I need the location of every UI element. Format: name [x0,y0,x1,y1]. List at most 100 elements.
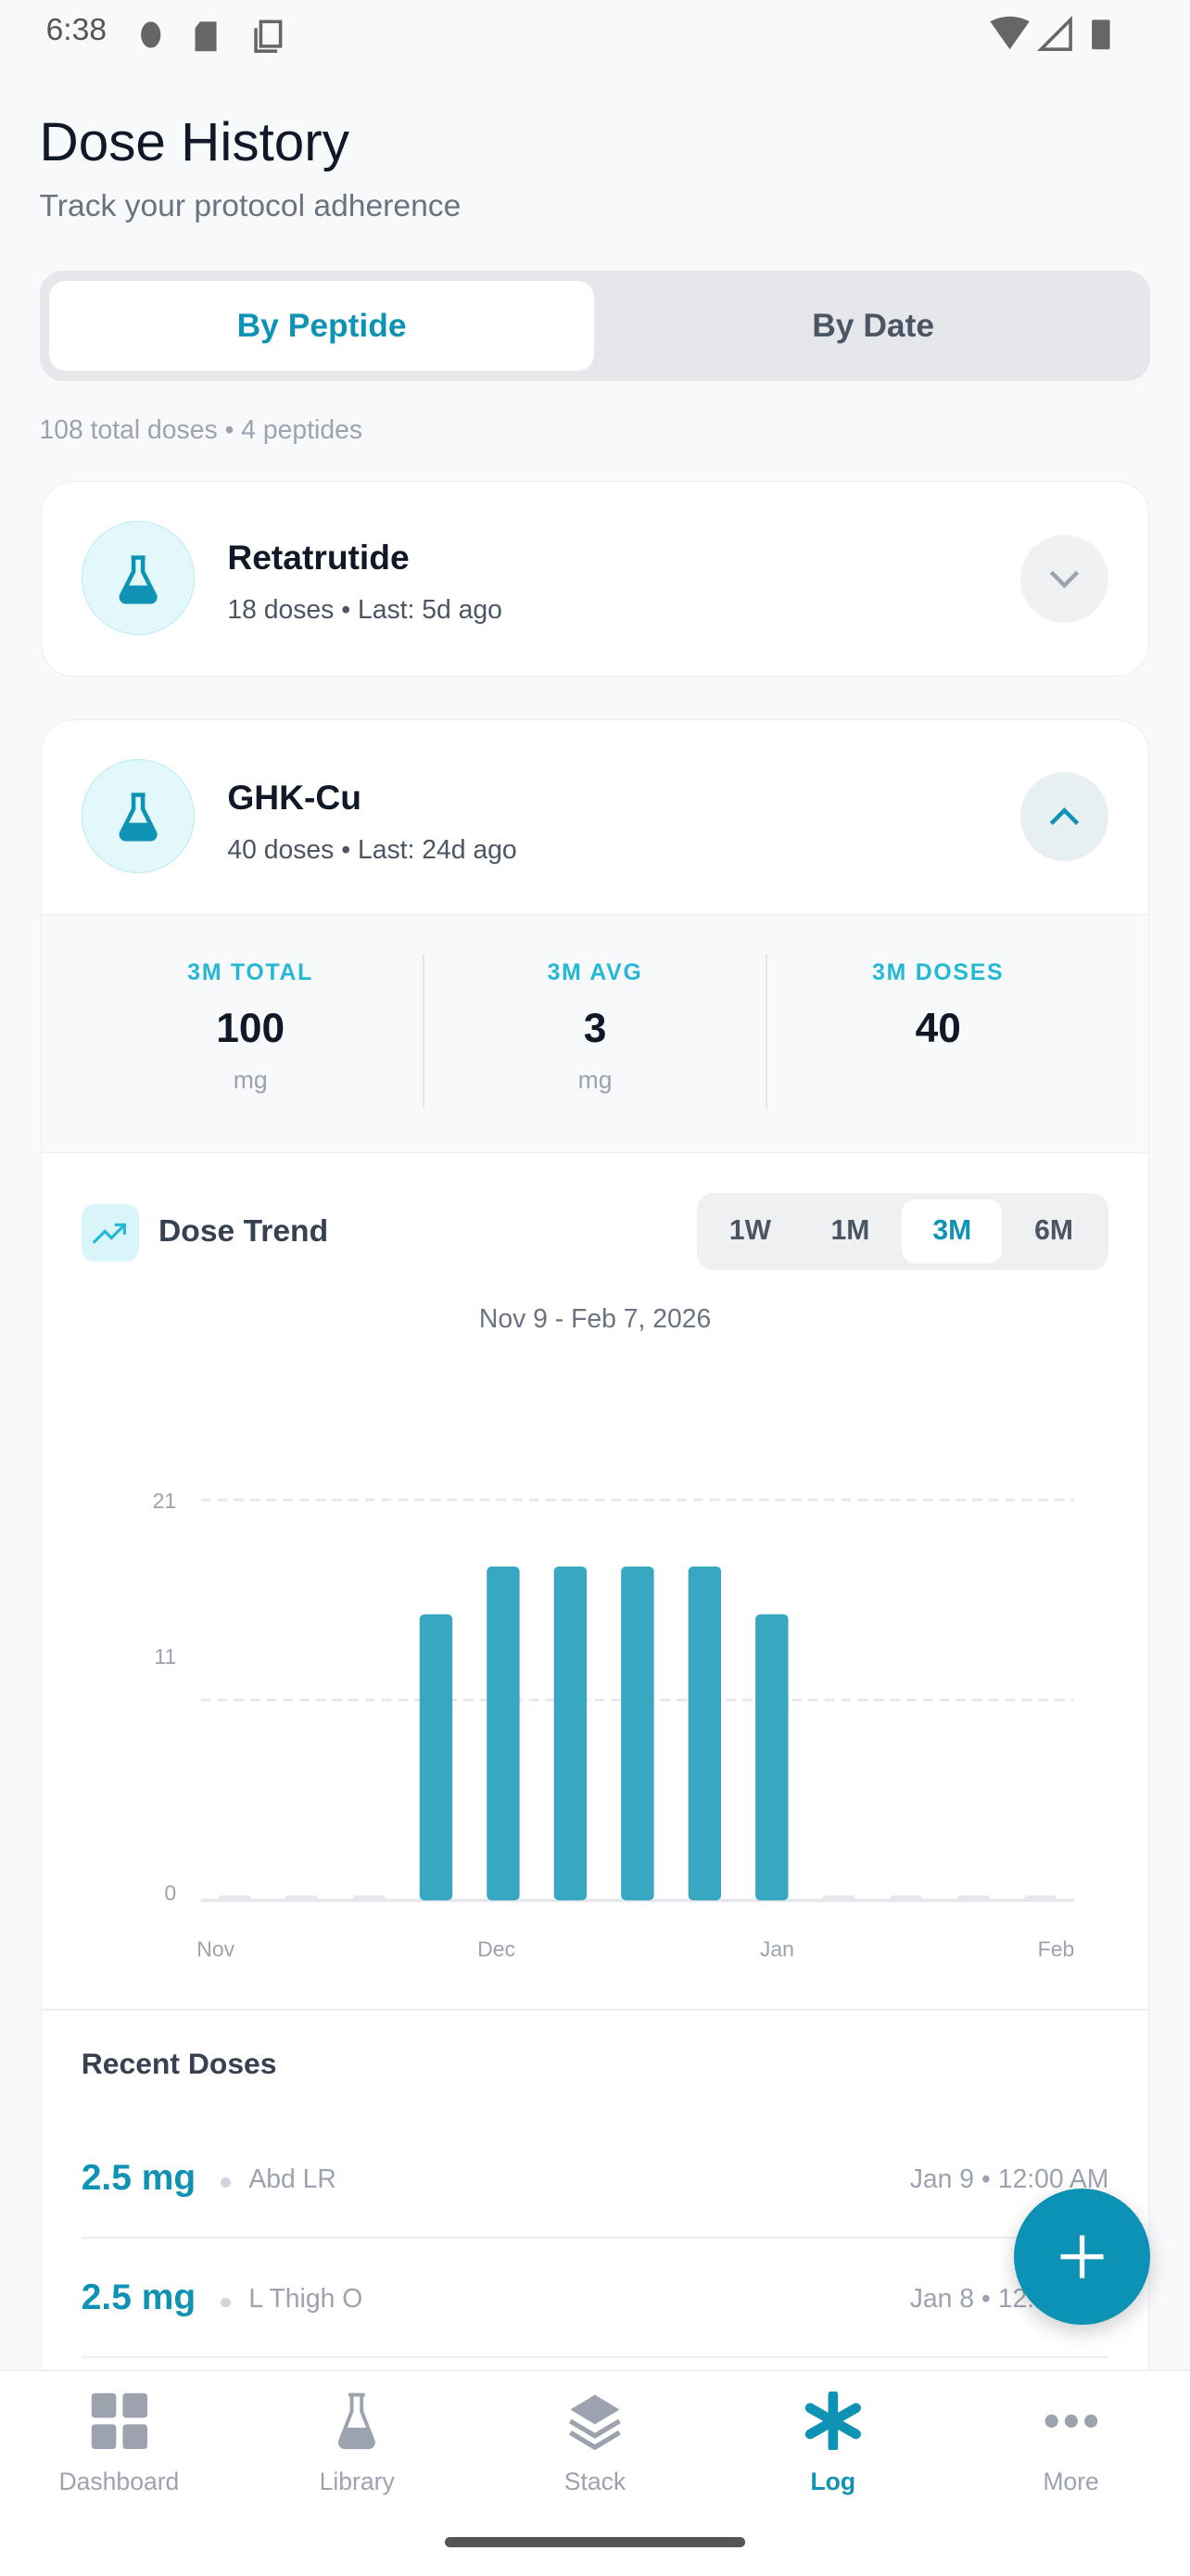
recent-doses-title: Recent Doses [81,2046,277,2080]
chart-bar[interactable] [822,1895,856,1901]
chart-bar[interactable] [621,1566,654,1901]
nav-label: Library [319,2467,395,2495]
chart-bar[interactable] [890,1895,923,1901]
y-tick-label: 21 [153,1489,177,1513]
x-tick-label: Nov [197,1936,235,1961]
chevron-down-icon [1049,570,1080,589]
dose-row[interactable]: 2.5 mg L Thigh O Jan 8 • 12:00 AM [42,2239,1148,2359]
peptide-name: GHK-Cu [227,777,361,817]
status-right-icons [989,15,1110,51]
x-tick-label: Jan [760,1936,794,1961]
chart-bar[interactable] [688,1566,722,1901]
chevron-up-icon [1049,806,1080,825]
stat-unit: mg [577,1065,613,1094]
peptide-card-ghk-cu: GHK-Cu 40 doses • Last: 24d ago 3M TOTAL… [41,718,1149,2526]
range-6m[interactable]: 6M [1034,1215,1073,1247]
chart-bar[interactable] [285,1895,319,1901]
expand-button[interactable] [1019,534,1109,624]
tab-by-peptide[interactable]: By Peptide [49,280,595,372]
status-time: 6:38 [45,13,108,48]
range-selector: 1W 1M 3M 6M [696,1192,1109,1270]
stat-value: 100 [216,1006,285,1052]
dose-summary: 108 total doses • 4 peptides [39,415,363,446]
tab-by-date[interactable]: By Date [812,307,935,345]
stat-label: 3M DOSES [872,960,1005,986]
battery-icon [1091,19,1110,50]
stat-avg: 3M AVG 3 mg [423,915,767,1095]
nav-library[interactable]: Library [238,2392,476,2496]
signal-icon [1036,15,1072,51]
chart-bar[interactable] [553,1566,588,1901]
peptide-meta: 18 doses • Last: 5d ago [227,595,502,626]
range-3m[interactable]: 3M [902,1199,1003,1263]
separator-dot [221,2297,231,2308]
chart-bar[interactable] [755,1614,789,1901]
stat-doses: 3M DOSES 40 [766,915,1110,1053]
peptide-name: Retatrutide [227,538,410,577]
nav-label: More [1043,2467,1099,2495]
copy-icon [254,19,283,53]
divider [42,2008,1148,2011]
x-tick-label: Feb [1038,1936,1075,1961]
flask-icon [338,2392,376,2449]
nav-label: Log [810,2467,856,2495]
plus-icon [1060,2235,1104,2278]
chart-bar[interactable] [487,1566,520,1901]
chart-bar[interactable] [1024,1895,1057,1901]
chart-bar[interactable] [420,1614,453,1901]
dose-trend-chart: 21 11 0 Nov Dec Jan Feb [153,1489,1075,1961]
nav-dashboard[interactable]: Dashboard [0,2392,238,2496]
trend-icon [81,1204,139,1263]
chart-bar[interactable] [956,1895,991,1901]
view-toggle: By Peptide By Date [39,271,1151,381]
nav-more[interactable]: More [952,2392,1190,2496]
separator-dot [221,2177,231,2188]
bottom-nav: Dashboard Library Stack Log More [0,2370,1190,2576]
nav-label: Dashboard [58,2467,180,2495]
home-indicator[interactable] [444,2537,746,2547]
stat-label: 3M TOTAL [187,960,314,986]
add-dose-button[interactable] [1014,2188,1151,2325]
divider [81,2356,1109,2359]
flask-icon [81,759,196,873]
nav-stack[interactable]: Stack [476,2392,715,2496]
wifi-icon [989,16,1030,50]
divider [766,954,768,1109]
collapse-button[interactable] [1019,772,1109,861]
y-tick-label: 11 [155,1644,177,1669]
sd-card-icon [195,21,217,51]
chart-bar[interactable] [218,1895,251,1901]
range-1m[interactable]: 1M [830,1215,870,1247]
dose-row[interactable]: 2.5 mg Abd LR Jan 9 • 12:00 AM [42,2124,1148,2239]
dose-amount: 2.5 mg [81,2158,196,2199]
page-subtitle: Track your protocol adherence [39,188,462,223]
date-range: Nov 9 - Feb 7, 2026 [478,1304,712,1335]
range-1w[interactable]: 1W [728,1215,771,1247]
stat-value: 40 [915,1006,961,1052]
peptide-meta: 40 doses • Last: 24d ago [227,834,517,865]
stat-unit: mg [233,1065,268,1094]
dose-amount: 2.5 mg [81,2278,196,2318]
injection-site: L Thigh O [248,2284,363,2315]
peptide-card-retatrutide[interactable]: Retatrutide 18 doses • Last: 5d ago [41,480,1149,677]
divider [423,954,424,1109]
nav-label: Stack [563,2467,627,2495]
more-icon [1044,2414,1097,2428]
x-tick-label: Dec [477,1936,515,1961]
stat-total: 3M TOTAL 100 mg [78,915,423,1095]
chart-bar[interactable] [352,1895,386,1901]
grid-icon [91,2392,147,2449]
trend-title: Dose Trend [158,1213,329,1249]
bug-icon [141,21,161,48]
divider [81,2237,1109,2239]
flask-icon [81,521,196,635]
asterisk-icon [804,2389,861,2453]
nav-log[interactable]: Log [714,2389,952,2496]
layers-icon [569,2394,621,2450]
stat-value: 3 [583,1006,607,1052]
y-tick-label: 0 [165,1881,177,1905]
injection-site: Abd LR [248,2164,336,2195]
stat-label: 3M AVG [547,960,643,986]
stats-row: 3M TOTAL 100 mg 3M AVG 3 mg 3M DOSES 40 [42,913,1148,1154]
